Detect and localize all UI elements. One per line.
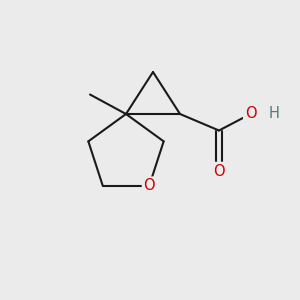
Text: O: O [245,106,256,122]
Text: H: H [268,106,279,122]
Text: O: O [213,164,225,178]
Text: O: O [143,178,155,193]
